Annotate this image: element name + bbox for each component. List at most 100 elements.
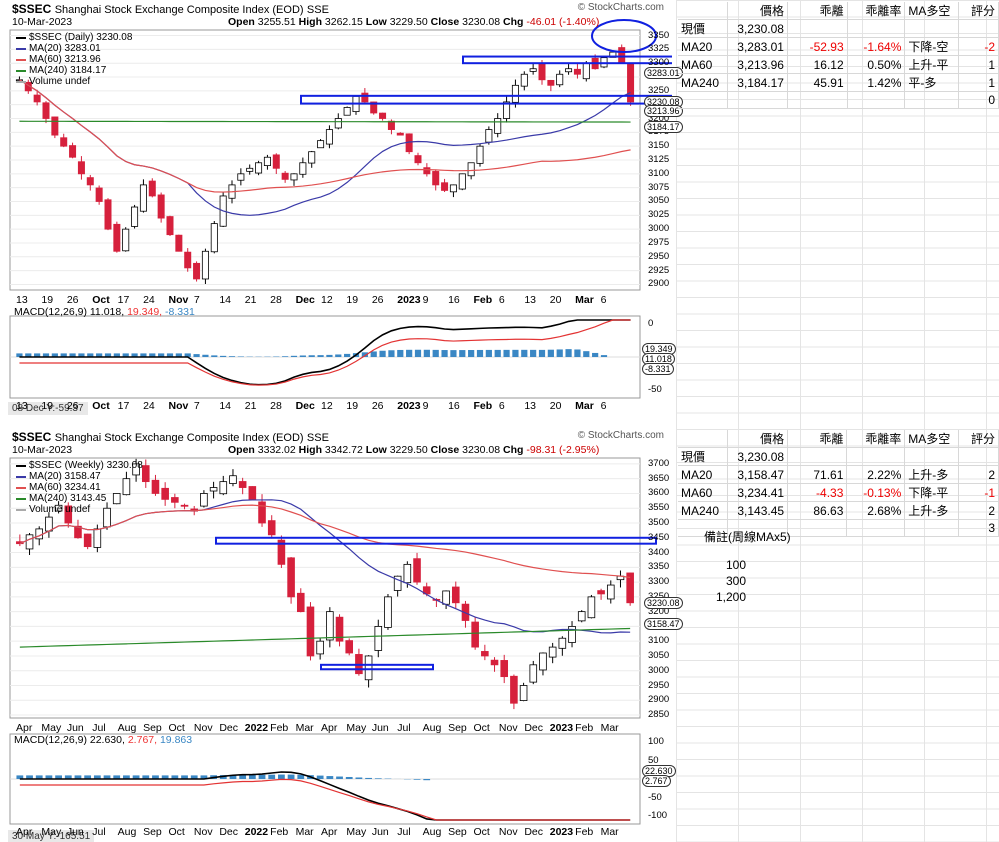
macd-hist-bar [152,775,159,779]
table-cell[interactable]: -4.33 [787,483,848,502]
macd-tag: 2.767 [642,775,671,787]
macd-hist-bar [45,775,53,779]
table-cell[interactable]: MA240 [678,501,729,520]
table-cell[interactable]: 3,158.47 [727,465,789,484]
table-cell[interactable]: MA60 [678,483,729,502]
table-cell[interactable]: 86.63 [787,501,848,520]
table-cell[interactable]: 16.12 [787,55,848,74]
table-cell[interactable] [958,447,999,466]
table-cell[interactable]: 3,213.96 [727,55,788,74]
table-cell[interactable]: 平-多 [904,73,960,92]
macd-hist-bar [512,349,519,357]
table-cell[interactable]: 2.68% [846,501,906,520]
crosshair-readout: 08 Dec Y:-59.37 [8,402,88,415]
table-cell[interactable] [787,519,848,537]
table-cell[interactable]: 下降-空 [904,37,960,56]
header-cell[interactable]: 評分 [958,430,999,448]
table-cell[interactable]: 上升-多 [904,465,960,484]
table-cell[interactable]: 現價 [678,19,729,38]
table-cell[interactable]: 1 [958,55,999,74]
header-cell[interactable]: 乖離 [787,2,848,20]
table-cell[interactable]: 1.42% [847,73,906,92]
table-cell[interactable]: -1.64% [847,37,906,56]
table-cell[interactable] [727,519,789,537]
table-cell[interactable] [787,447,848,466]
table-cell[interactable]: -1 [958,483,999,502]
open-label: Open [228,16,255,28]
table-cell[interactable]: 45.91 [787,73,848,92]
table-cell[interactable]: MA20 [678,465,729,484]
table-cell[interactable]: MA20 [678,37,729,56]
x-axis-label: Oct [168,826,185,838]
table-cell[interactable] [847,91,906,109]
table-cell[interactable]: 3 [958,519,999,537]
table-cell[interactable]: 3,234.41 [727,483,789,502]
header-cell[interactable]: 乖離率 [846,430,906,448]
table-cell[interactable] [904,19,960,38]
table-cell[interactable] [678,519,729,537]
table-cell[interactable] [904,519,960,537]
price-tick-label: 3400 [648,546,670,558]
table-cell[interactable] [727,91,788,109]
table-cell[interactable] [787,19,848,38]
header-cell[interactable]: 價格 [727,430,789,448]
x-axis-label: 26 [371,400,384,412]
macd-hist-bar [166,353,174,357]
header-cell[interactable]: MA多空 [904,2,960,20]
macd-hist-bar [248,774,256,779]
header-cell[interactable]: 評分 [958,2,999,20]
candle-body [306,606,315,657]
header-cell[interactable] [678,2,729,20]
table-cell[interactable]: 3,184.17 [727,73,788,92]
table-cell[interactable]: 1 [958,73,999,92]
table-cell[interactable] [787,91,848,109]
candle-body [379,112,387,119]
legend-ma20: MA(20) 3158.47 [16,471,143,482]
table-cell[interactable] [678,91,729,109]
candle-body [573,68,581,75]
table-cell[interactable]: 上升-平 [904,55,960,74]
candle-body [345,640,354,654]
macd-hist-bar [142,775,150,779]
table-cell[interactable]: 2.22% [846,465,906,484]
table-cell[interactable]: 3,143.45 [727,501,789,520]
x-axis-label: 7 [193,294,200,306]
header-cell[interactable]: 乖離率 [847,2,906,20]
table-cell[interactable]: -52.93 [787,37,848,56]
x-axis-label: 12 [321,400,333,412]
header-cell[interactable]: MA多空 [904,430,960,448]
header-cell[interactable] [678,430,729,448]
price-tag: 3158.47 [644,617,683,630]
table-cell[interactable]: 3,283.01 [727,37,788,56]
table-cell[interactable] [846,519,906,537]
x-axis-label: 24 [143,400,155,412]
macd-hist-bar [379,350,386,357]
table-cell[interactable]: 3,230.08 [727,19,788,38]
macd-hist: -8.331 [165,306,195,318]
table-cell[interactable] [958,19,999,38]
table-cell[interactable]: 上升-多 [904,501,960,520]
price-tick-label: 3100 [648,167,670,179]
table-cell[interactable] [846,447,906,466]
table-cell[interactable] [904,91,960,109]
table-cell[interactable]: -0.13% [846,483,906,502]
table-cell[interactable]: 71.61 [787,465,848,484]
table-cell[interactable]: 3,230.08 [727,447,789,466]
table-cell[interactable]: 2 [958,501,999,520]
macd-hist-bar [103,775,111,779]
table-cell[interactable]: -2 [958,37,999,56]
table-cell[interactable] [904,447,960,466]
price-tick-label: 3050 [648,649,670,661]
table-cell[interactable]: 下降-平 [904,483,960,502]
header-cell[interactable]: 價格 [727,2,788,20]
table-cell[interactable]: 0 [958,91,999,109]
header-cell[interactable]: 乖離 [787,430,848,448]
candle-body [131,206,139,227]
table-cell[interactable]: 2 [958,465,999,484]
table-cell[interactable]: MA60 [678,55,729,74]
table-cell[interactable]: 現價 [678,447,729,466]
candle-body [343,107,351,116]
table-cell[interactable] [847,19,906,38]
table-cell[interactable]: 0.50% [847,55,906,74]
table-cell[interactable]: MA240 [678,73,729,92]
